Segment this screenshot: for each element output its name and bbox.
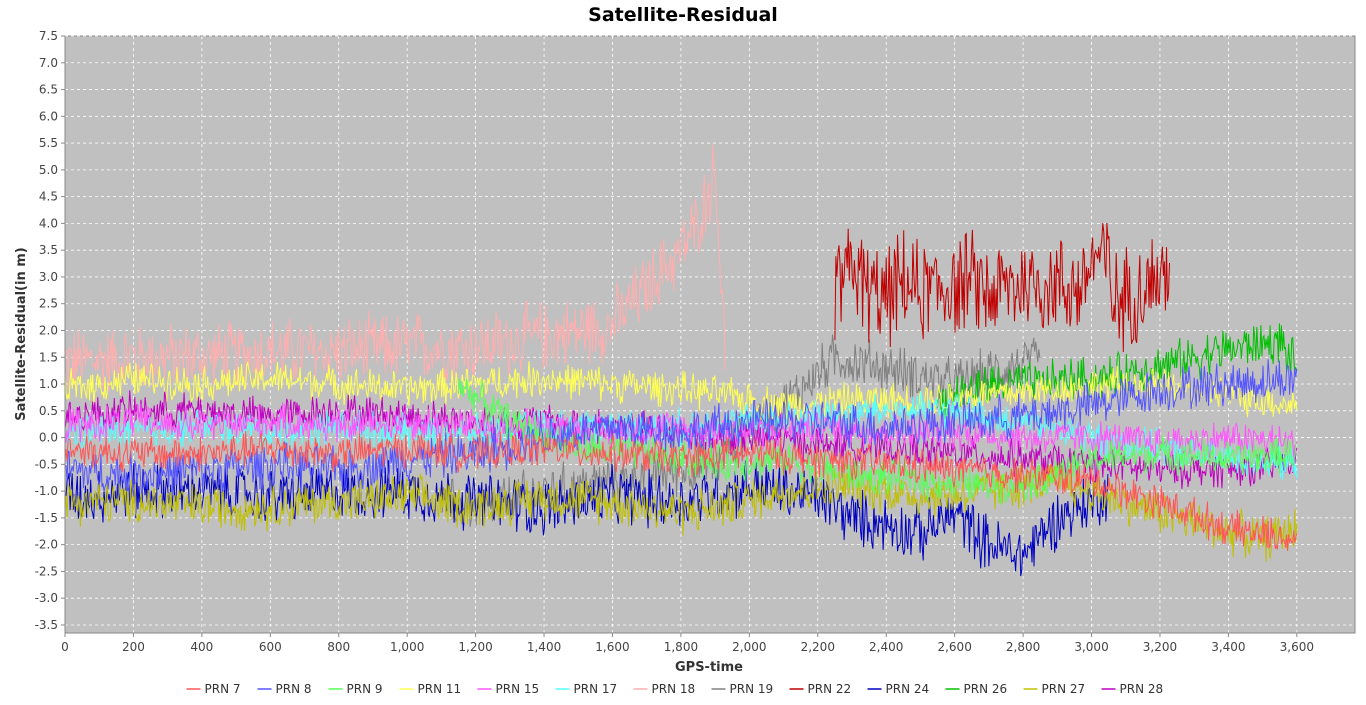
legend-item: PRN 18 <box>633 682 696 696</box>
y-tick-label: -2.5 <box>35 564 58 578</box>
series-layer <box>64 144 1298 577</box>
legend-item: PRN 7 <box>186 682 241 696</box>
x-tick-label: 0 <box>61 640 69 654</box>
x-tick-label: 1,600 <box>595 640 629 654</box>
legend-label: PRN 18 <box>652 682 696 696</box>
series-line-prn-11 <box>64 361 1298 422</box>
y-tick-label: 3.0 <box>39 270 58 284</box>
legend-label: PRN 28 <box>1120 682 1164 696</box>
x-tick-label: 2,800 <box>1006 640 1040 654</box>
plot-area <box>64 35 1356 634</box>
y-tick-label: 7.0 <box>39 56 58 70</box>
legend-label: PRN 7 <box>205 682 241 696</box>
x-tick-label: 400 <box>190 640 213 654</box>
legend-label: PRN 22 <box>808 682 852 696</box>
y-tick-label: 0.0 <box>39 431 58 445</box>
y-tick-label: 0.5 <box>39 404 58 418</box>
legend-item: PRN 24 <box>867 682 930 696</box>
series-line-prn-7 <box>64 431 1298 552</box>
legend: PRN 7 PRN 8 PRN 9 PRN 11 PRN 15 PRN 17 PRN 18 P… <box>186 682 1164 696</box>
legend-item: PRN 28 <box>1101 682 1164 696</box>
y-tick-label: 6.5 <box>39 83 58 97</box>
legend-item: PRN 27 <box>1023 682 1086 696</box>
legend-item: PRN 17 <box>555 682 618 696</box>
x-tick-label: 2,000 <box>732 640 766 654</box>
series-line-prn-26 <box>937 323 1298 423</box>
series-line-prn-27 <box>64 461 1298 562</box>
x-tick-label: 3,200 <box>1143 640 1177 654</box>
y-tick-label: -2.0 <box>35 538 58 552</box>
x-tick-label: 200 <box>122 640 145 654</box>
y-tick-label: 5.0 <box>39 163 58 177</box>
y-tick-label: 6.0 <box>39 109 58 123</box>
y-tick-label: -1.0 <box>35 484 58 498</box>
legend-label: PRN 27 <box>1042 682 1086 696</box>
y-tick-label: -3.0 <box>35 591 58 605</box>
legend-label: PRN 9 <box>347 682 383 696</box>
axes <box>64 36 1355 634</box>
legend-item: PRN 26 <box>945 682 1008 696</box>
y-tick-label: 5.5 <box>39 136 58 150</box>
y-tick-label: 4.5 <box>39 190 58 204</box>
series-line-prn-17 <box>64 390 1298 480</box>
series-line-prn-24 <box>64 460 1109 577</box>
legend-item: PRN 11 <box>399 682 462 696</box>
legend-label: PRN 26 <box>964 682 1008 696</box>
legend-label: PRN 8 <box>276 682 312 696</box>
legend-item: PRN 8 <box>257 682 312 696</box>
series-line-prn-8 <box>64 359 1298 497</box>
series-line-prn-18 <box>64 144 726 394</box>
y-tick-label: -1.5 <box>35 511 58 525</box>
y-tick-label: -3.5 <box>35 618 58 632</box>
x-tick-label: 1,800 <box>664 640 698 654</box>
x-tick-label: 2,400 <box>869 640 903 654</box>
y-tick-label: -0.5 <box>35 457 58 471</box>
x-axis-ticks: 0 200 400 600 800 1,000 1,200 1,400 1,600 1,800 2,… <box>61 633 1314 654</box>
y-tick-label: 2.5 <box>39 297 58 311</box>
legend-label: PRN 19 <box>730 682 774 696</box>
x-tick-label: 3,600 <box>1280 640 1314 654</box>
y-tick-label: 2.0 <box>39 323 58 337</box>
legend-label: PRN 17 <box>574 682 618 696</box>
series-line-prn-22 <box>834 222 1170 353</box>
legend-item: PRN 19 <box>711 682 774 696</box>
y-tick-label: 7.5 <box>39 29 58 43</box>
x-tick-label: 800 <box>327 640 350 654</box>
y-axis-label: Satellite-Residual(in m) <box>14 247 29 420</box>
x-tick-label: 2,600 <box>937 640 971 654</box>
y-axis-ticks: 7.5 7.0 6.5 6.0 5.5 5.0 4.5 4.0 3.5 3.0 2.5 2.0 1.5 1… <box>35 29 65 632</box>
x-tick-label: 1,000 <box>390 640 424 654</box>
x-tick-label: 3,000 <box>1074 640 1108 654</box>
legend-label: PRN 11 <box>418 682 462 696</box>
legend-item: PRN 22 <box>789 682 852 696</box>
legend-item: PRN 9 <box>328 682 383 696</box>
y-tick-label: 4.0 <box>39 216 58 230</box>
x-tick-label: 1,200 <box>458 640 492 654</box>
legend-label: PRN 15 <box>496 682 540 696</box>
x-tick-label: 3,400 <box>1211 640 1245 654</box>
x-tick-label: 1,400 <box>527 640 561 654</box>
legend-label: PRN 24 <box>886 682 930 696</box>
chart-title: Satellite-Residual <box>588 4 778 26</box>
y-tick-label: 1.5 <box>39 350 58 364</box>
y-tick-label: 3.5 <box>39 243 58 257</box>
y-tick-label: 1.0 <box>39 377 58 391</box>
x-axis-label: GPS-time <box>675 660 743 675</box>
legend-item: PRN 15 <box>477 682 540 696</box>
x-tick-label: 2,200 <box>801 640 835 654</box>
x-tick-label: 600 <box>259 640 282 654</box>
